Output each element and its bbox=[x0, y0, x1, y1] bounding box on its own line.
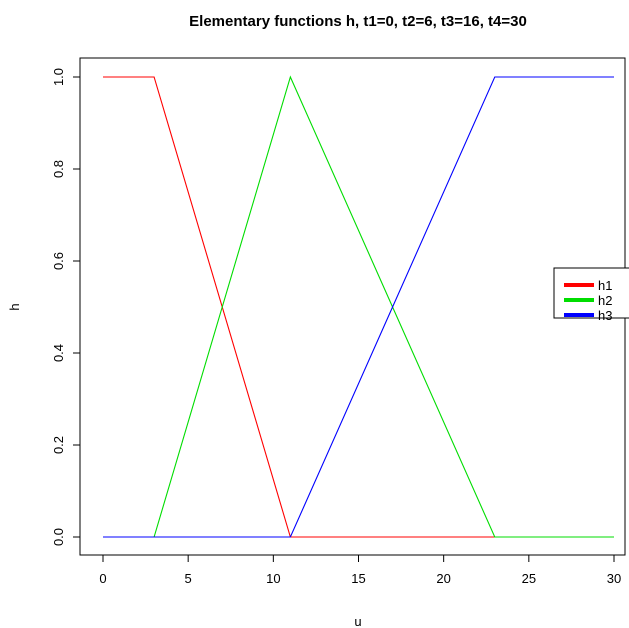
x-tick-label: 0 bbox=[99, 571, 106, 586]
y-tick-label: 1.0 bbox=[51, 68, 66, 86]
y-tick-label: 0.0 bbox=[51, 528, 66, 546]
y-tick-label: 0.8 bbox=[51, 160, 66, 178]
x-tick-label: 30 bbox=[607, 571, 621, 586]
series-line-h1 bbox=[103, 76, 614, 538]
y-axis-label: h bbox=[7, 303, 22, 310]
series-line-h2 bbox=[103, 75, 614, 538]
series-line-h3 bbox=[103, 76, 614, 538]
plot-frame bbox=[79, 57, 626, 556]
legend-label-h2: h2 bbox=[598, 293, 612, 308]
x-axis-label: u bbox=[354, 614, 361, 628]
legend-box bbox=[553, 267, 629, 319]
y-tick-label: 0.6 bbox=[51, 252, 66, 270]
x-tick-label: 20 bbox=[436, 571, 450, 586]
legend-label-h3: h3 bbox=[598, 308, 612, 323]
x-tick-label: 5 bbox=[185, 571, 192, 586]
series-lines bbox=[103, 75, 614, 538]
x-tick-label: 15 bbox=[351, 571, 365, 586]
x-tick-label: 25 bbox=[522, 571, 536, 586]
chart-title: Elementary functions h, t1=0, t2=6, t3=1… bbox=[189, 13, 527, 30]
x-axis: 0 5 10 15 20 25 30 bbox=[99, 554, 621, 586]
y-tick-label: 0.2 bbox=[51, 436, 66, 454]
x-tick-label: 10 bbox=[266, 571, 280, 586]
y-tick-label: 0.4 bbox=[51, 344, 66, 362]
y-axis: 0.0 0.2 0.4 0.6 0.8 1.0 bbox=[51, 68, 81, 546]
legend-label-h1: h1 bbox=[598, 278, 612, 293]
